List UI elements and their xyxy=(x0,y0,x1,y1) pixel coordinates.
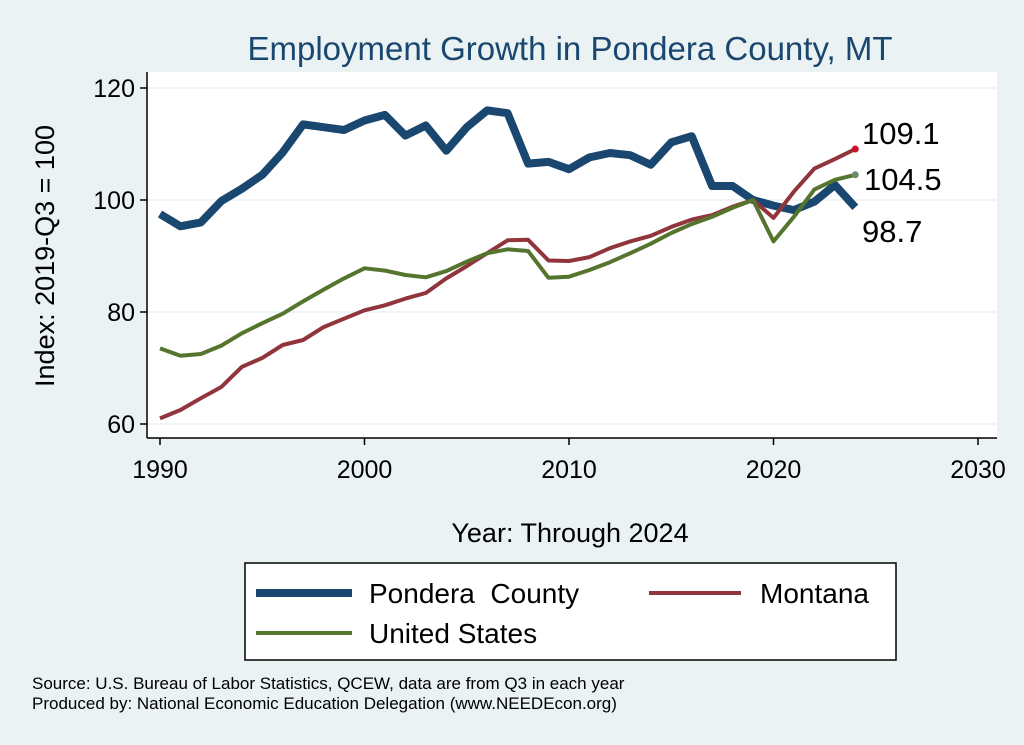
end-marker xyxy=(851,145,859,153)
x-axis-title: Year: Through 2024 xyxy=(451,518,688,548)
legend-label: Montana xyxy=(760,578,869,609)
end-label: 104.5 xyxy=(864,162,942,197)
plot-area xyxy=(147,72,997,438)
legend: Pondera County Montana United States xyxy=(256,578,869,649)
produced-by-note: Produced by: National Economic Education… xyxy=(32,694,617,713)
x-tick-label: 2020 xyxy=(746,456,802,484)
y-tick-label: 80 xyxy=(107,299,135,327)
y-tick-label: 120 xyxy=(93,75,135,103)
x-tick-label: 2000 xyxy=(337,456,393,484)
series-line-0 xyxy=(157,106,859,231)
y-tick-label: 100 xyxy=(93,187,135,215)
y-tick-label: 60 xyxy=(107,411,135,439)
end-marker xyxy=(851,171,859,179)
x-tick-label: 2030 xyxy=(950,456,1006,484)
x-tick-label: 2010 xyxy=(541,456,597,484)
series-lines xyxy=(157,106,859,421)
chart-title: Employment Growth in Pondera County, MT xyxy=(248,30,893,67)
series-line-2 xyxy=(159,172,856,358)
end-label: 109.1 xyxy=(862,116,940,151)
axes: 60 80 100 120 1990 2000 2010 2020 2030 xyxy=(93,72,1006,484)
legend-label: Pondera County xyxy=(369,578,579,609)
source-note: Source: U.S. Bureau of Labor Statistics,… xyxy=(32,674,625,693)
x-tick-label: 1990 xyxy=(132,456,188,484)
end-label: 98.7 xyxy=(862,214,922,249)
end-labels: 109.1 104.5 98.7 xyxy=(862,116,942,249)
legend-label: United States xyxy=(369,618,537,649)
y-axis-title: Index: 2019-Q3 = 100 xyxy=(30,125,60,387)
legend-box xyxy=(244,562,897,661)
